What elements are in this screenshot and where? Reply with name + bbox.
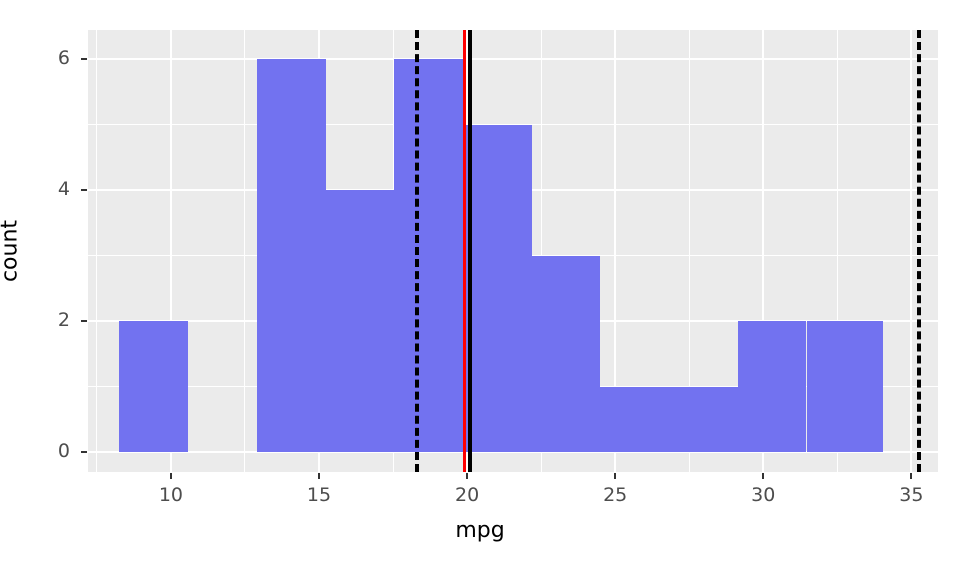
gridline-x-minor: [540, 30, 542, 472]
mean-line: [467, 30, 472, 472]
x-tick-label: 35: [899, 484, 924, 506]
gridline-y-minor: [88, 124, 938, 126]
histogram-bar: [531, 255, 601, 453]
x-tick-mark: [169, 473, 172, 479]
y-tick-mark: [81, 451, 87, 454]
x-tick-mark: [910, 473, 913, 479]
x-tick-label: 25: [603, 484, 628, 506]
x-tick-label: 10: [158, 484, 184, 506]
upper-sd-line: [916, 30, 921, 472]
histogram-bar: [600, 386, 670, 453]
x-tick-label: 15: [306, 484, 332, 506]
histogram-bar: [806, 321, 883, 453]
y-tick-label: 0: [57, 440, 70, 463]
x-tick-mark: [614, 473, 617, 479]
x-tick-mark: [318, 473, 320, 479]
histogram-bar: [737, 321, 807, 453]
gridline-x-minor: [96, 30, 98, 472]
histogram-bar: [669, 386, 738, 453]
gridline-x-minor: [688, 30, 690, 472]
histogram-bar: [256, 59, 326, 453]
y-tick-mark: [81, 58, 87, 61]
plot-panel: [88, 30, 938, 472]
gridline-x-major: [169, 30, 172, 472]
x-tick-label: 30: [751, 484, 776, 506]
x-axis-title: mpg: [455, 518, 505, 543]
gridline-x-minor: [836, 30, 838, 472]
median-line: [462, 30, 466, 472]
x-tick-label: 20: [455, 484, 480, 506]
histogram-bar: [462, 124, 532, 453]
x-tick-mark: [762, 473, 765, 479]
x-tick-mark: [466, 473, 469, 479]
y-axis-title: count: [0, 219, 23, 283]
y-tick-label: 2: [57, 309, 70, 332]
gridline-x-major: [762, 30, 765, 472]
y-tick-label: 4: [57, 178, 70, 201]
histogram-bar: [394, 59, 463, 453]
histogram-bar: [325, 190, 395, 453]
gridline-x-minor: [244, 30, 246, 472]
y-tick-mark: [81, 189, 87, 192]
y-tick-label: 6: [57, 47, 70, 70]
gridline-y-major: [88, 58, 938, 61]
histogram-bar: [119, 321, 188, 453]
y-tick-mark: [81, 320, 87, 323]
lower-sd-line: [415, 30, 420, 472]
gridline-x-major: [910, 30, 913, 472]
gridline-x-major: [614, 30, 617, 472]
